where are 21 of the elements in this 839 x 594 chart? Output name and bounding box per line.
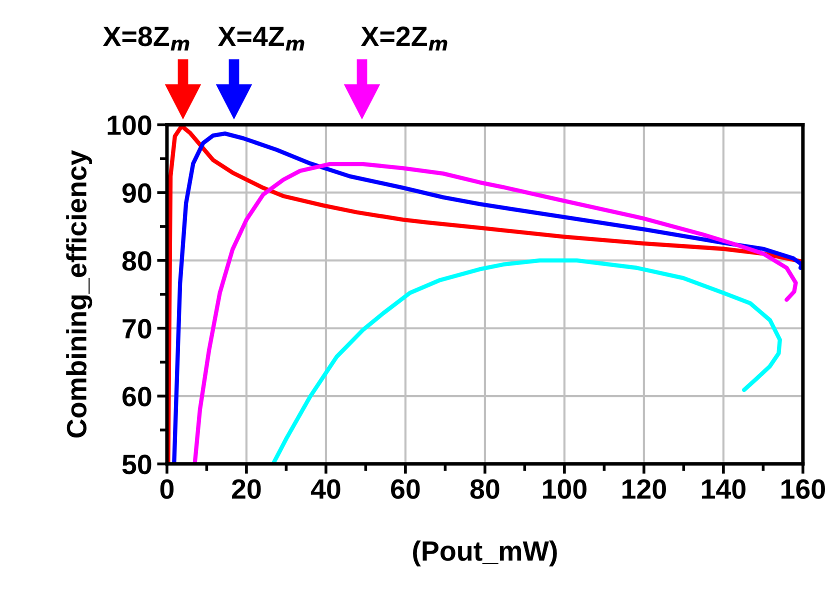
y-tick-label: 80: [122, 251, 152, 271]
x-tick-label: 60: [391, 479, 420, 499]
x-tick-label: 20: [232, 479, 261, 499]
line-series: [271, 258, 782, 464]
x-tick-label: 140: [702, 479, 746, 499]
x-tick-label: 40: [310, 479, 340, 499]
y-tick-label: 60: [122, 386, 152, 406]
y-tick-label: 70: [122, 318, 152, 339]
text: X=8Z$_{m}$: [102, 26, 190, 51]
text: X=4Z$_{m}$: [218, 26, 304, 50]
y-tick-label: 90: [122, 183, 152, 203]
x-tick-label: 160: [782, 479, 825, 499]
x-axis-title: (Pout_mW): [413, 540, 557, 566]
x-tick-label: 80: [470, 479, 500, 499]
x-tick-label: 100: [543, 479, 586, 499]
y-tick-label: 100: [108, 115, 152, 136]
y-axis-title: Combining_efficiency: [66, 150, 92, 438]
text: X=2Z$_{m}$: [360, 26, 448, 51]
x-tick-label: 120: [622, 479, 666, 499]
y-tick-label: 50: [122, 454, 152, 474]
x-tick-label: 0: [160, 479, 174, 499]
